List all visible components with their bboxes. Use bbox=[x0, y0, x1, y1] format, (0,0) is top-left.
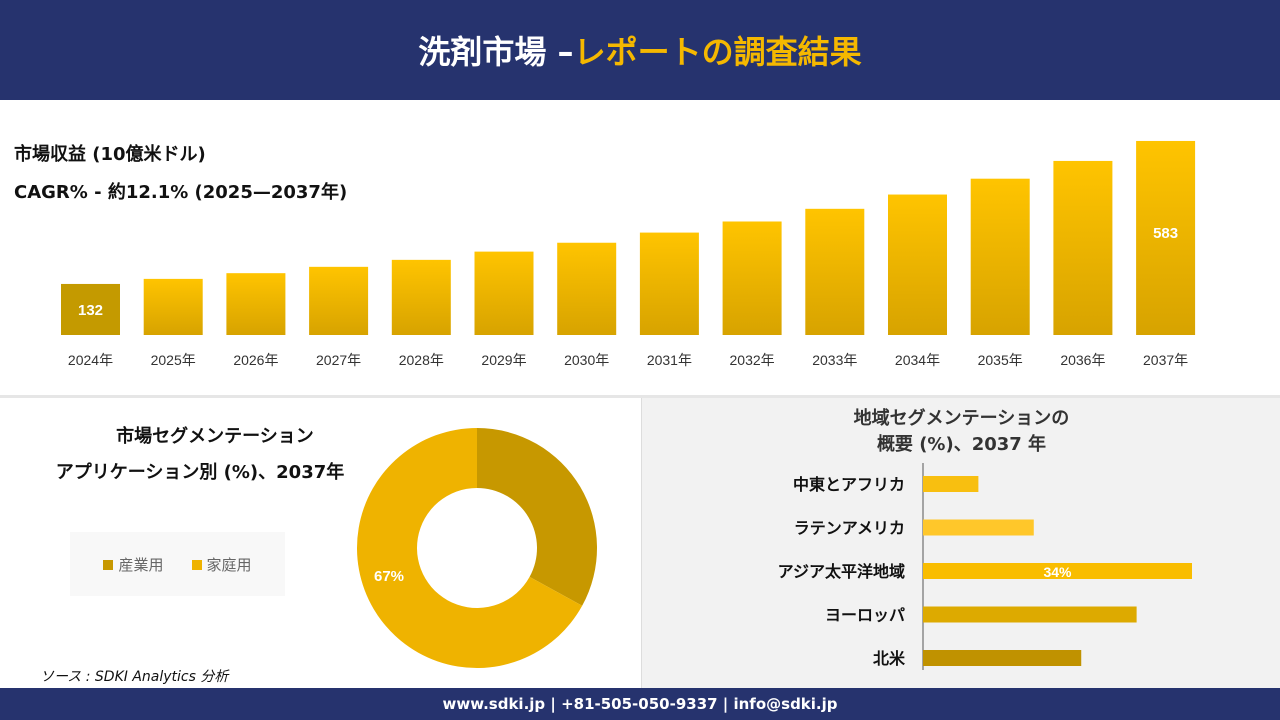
region-bar bbox=[923, 563, 1192, 579]
year-label: 2035年 bbox=[978, 352, 1023, 368]
revenue-bar bbox=[143, 278, 203, 335]
year-label: 2024年 bbox=[68, 352, 113, 368]
year-label: 2036年 bbox=[1060, 352, 1105, 368]
region-bar bbox=[923, 476, 979, 492]
revenue-title: 市場収益 (10億米ドル) bbox=[14, 144, 206, 165]
revenue-bar bbox=[557, 242, 617, 335]
year-label: 2027年 bbox=[316, 352, 361, 368]
donut-slice bbox=[357, 428, 583, 668]
year-label: 2029年 bbox=[481, 352, 526, 368]
donut-slice bbox=[477, 428, 597, 606]
region-bar bbox=[923, 650, 1082, 666]
year-label: 2034年 bbox=[895, 352, 940, 368]
region-label: 北米 bbox=[873, 649, 906, 668]
region-segment-panel: 地域セグメンテーションの 概要 (%)、2037 年 中東とアフリカ ラテンアメリ… bbox=[641, 398, 1280, 688]
year-label: 2032年 bbox=[730, 352, 775, 368]
revenue-bar bbox=[805, 208, 865, 335]
donut-legend: 産業用 家庭用 bbox=[70, 532, 285, 596]
region-label: アジア太平洋地域 bbox=[778, 562, 905, 581]
revenue-bar bbox=[61, 283, 120, 335]
year-label: 2026年 bbox=[233, 352, 278, 368]
year-label: 2031年 bbox=[647, 352, 692, 368]
year-label: 2028年 bbox=[399, 352, 444, 368]
slice-label: 67% bbox=[374, 568, 404, 585]
year-label: 2037年 bbox=[1143, 352, 1188, 368]
region-title-2: 概要 (%)、2037 年 bbox=[876, 434, 1047, 455]
revenue-bar bbox=[722, 221, 782, 335]
cagr-text: CAGR% - 約12.1% (2025—2037年) bbox=[14, 182, 348, 203]
legend-item-household: 家庭用 bbox=[191, 554, 252, 575]
header-banner: 洗剤市場 – レポートの調査結果 bbox=[0, 0, 1280, 100]
title-main: 洗剤市場 – bbox=[418, 33, 574, 71]
bar-value-label: 34% bbox=[1043, 564, 1072, 580]
year-label: 2025年 bbox=[151, 352, 196, 368]
revenue-bar bbox=[970, 178, 1030, 335]
revenue-bar bbox=[888, 194, 947, 335]
revenue-bar bbox=[1136, 140, 1196, 335]
title-accent: レポートの調査結果 bbox=[573, 33, 862, 71]
revenue-bar bbox=[226, 273, 286, 335]
revenue-bar bbox=[474, 251, 534, 335]
segment-title-2: アプリケーション別 (%)、2037年 bbox=[55, 462, 345, 483]
region-label: ヨーロッパ bbox=[825, 606, 905, 625]
divider bbox=[0, 395, 1280, 398]
region-title-1: 地域セグメンテーションの bbox=[853, 408, 1070, 429]
region-bar bbox=[923, 606, 1137, 623]
revenue-bar-chart: 2024年 132 2025年 2026年 2027年 2028年 2029年 2030年 20… bbox=[61, 140, 1196, 368]
donut-chart: 67% bbox=[357, 428, 597, 668]
bar-value-label: 132 bbox=[78, 302, 103, 319]
revenue-bar bbox=[309, 266, 369, 335]
region-label: 中東とアフリカ bbox=[793, 475, 905, 494]
source-note: ソース : SDKI Analytics 分析 bbox=[40, 669, 229, 685]
revenue-bar bbox=[391, 259, 451, 335]
bar-value-label: 583 bbox=[1153, 225, 1178, 242]
legend-item-industrial: 産業用 bbox=[103, 554, 164, 575]
region-label: ラテンアメリカ bbox=[794, 519, 905, 538]
application-segment-panel: 市場セグメンテーション アプリケーション別 (%)、2037年 産業用 家庭用 … bbox=[0, 398, 640, 688]
footer-contact: www.sdki.jp | +81-505-050-9337 | info@sd… bbox=[0, 688, 1280, 720]
revenue-section: 2024年 132 2025年 2026年 2027年 2028年 2029年 2030年 20… bbox=[0, 100, 1280, 395]
revenue-bar bbox=[639, 232, 699, 335]
segment-title-1: 市場セグメンテーション bbox=[116, 426, 314, 447]
region-bar bbox=[923, 519, 1034, 536]
year-label: 2033年 bbox=[812, 352, 857, 368]
revenue-bar bbox=[1053, 160, 1113, 335]
year-label: 2030年 bbox=[564, 352, 609, 368]
